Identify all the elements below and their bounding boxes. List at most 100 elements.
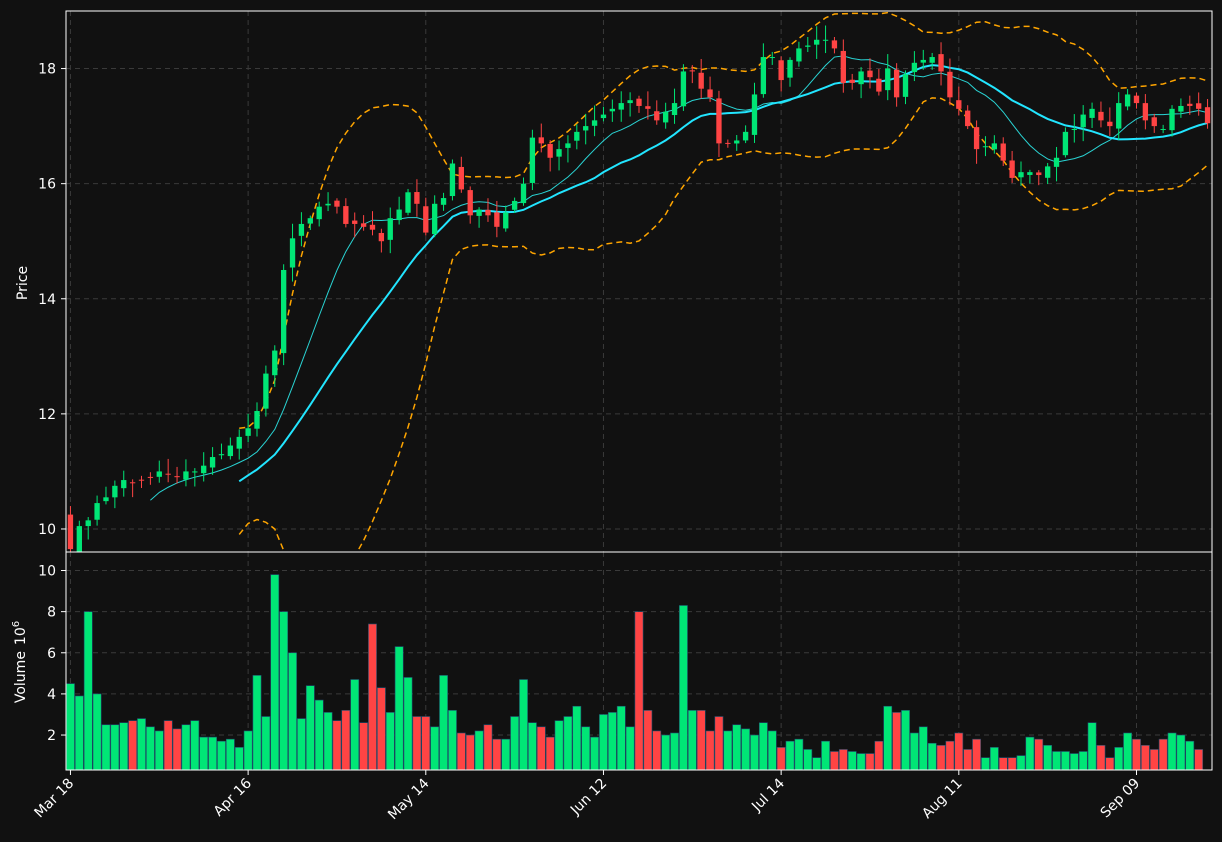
- volume-bar: [741, 728, 750, 771]
- candle-body: [1036, 172, 1042, 176]
- candle-body: [316, 206, 322, 220]
- volume-bar: [341, 710, 351, 771]
- candle: [840, 39, 846, 93]
- candle-body: [485, 209, 491, 216]
- volume-bar: [714, 716, 724, 771]
- candle: [1062, 127, 1069, 158]
- candle-body: [1018, 172, 1024, 178]
- candle: [805, 36, 811, 53]
- candle: [858, 67, 864, 99]
- candle-body: [982, 146, 989, 148]
- price-y-tick-label: 12: [38, 407, 56, 423]
- candle-body: [254, 410, 260, 429]
- candle-body: [476, 209, 482, 216]
- moving-averages: [150, 55, 1208, 501]
- candle: [867, 58, 873, 89]
- candle-body: [538, 137, 544, 144]
- volume-bars: [66, 574, 1204, 771]
- volume-bar: [661, 734, 671, 771]
- candle-body: [1133, 95, 1140, 104]
- candles: [67, 25, 1211, 552]
- candle-body: [769, 57, 775, 59]
- candle: [138, 475, 145, 488]
- volume-bar: [1052, 751, 1061, 771]
- candle: [769, 51, 775, 65]
- volume-bar: [385, 712, 395, 771]
- volume-bar: [945, 740, 955, 771]
- volume-bar: [181, 724, 191, 771]
- candle-body: [396, 209, 402, 221]
- candle: [396, 196, 402, 225]
- candle: [725, 139, 731, 148]
- candle: [849, 73, 855, 90]
- candle-body: [334, 200, 340, 207]
- candle: [369, 211, 376, 236]
- candle-body: [849, 79, 855, 83]
- candle-body: [911, 62, 918, 73]
- candle: [520, 177, 527, 206]
- volume-bar: [865, 753, 875, 771]
- volume-bar: [1016, 755, 1026, 771]
- candle: [1178, 98, 1184, 118]
- candle: [227, 437, 234, 460]
- volume-bar: [803, 749, 813, 771]
- candle: [334, 198, 340, 214]
- candle: [1151, 113, 1157, 133]
- candle-body: [343, 206, 349, 224]
- candle: [183, 459, 189, 487]
- volume-bar: [92, 693, 102, 771]
- candle-body: [734, 140, 740, 144]
- volume-bar: [750, 734, 759, 771]
- volume-bar: [794, 738, 804, 771]
- volume-bar: [83, 611, 93, 771]
- volume-bar: [323, 712, 333, 771]
- candle-body: [1116, 103, 1122, 129]
- volume-bar: [1007, 757, 1017, 771]
- candle: [378, 228, 385, 253]
- candle: [387, 207, 393, 254]
- candle: [352, 212, 358, 238]
- candle: [938, 42, 944, 86]
- candle: [1124, 89, 1131, 111]
- volume-bar: [634, 611, 644, 771]
- volume-y-tick-label: 6: [47, 646, 56, 662]
- volume-bar: [217, 740, 226, 771]
- candle: [1133, 92, 1140, 109]
- candle-body: [751, 94, 758, 135]
- volume-bar: [963, 749, 973, 771]
- candle-body: [1187, 103, 1193, 106]
- candle: [716, 90, 722, 157]
- volume-bar: [536, 726, 546, 771]
- candle-body: [432, 203, 438, 235]
- candle-body: [920, 59, 926, 63]
- volume-bar: [332, 720, 342, 771]
- candle: [973, 120, 980, 164]
- candle-body: [289, 238, 296, 268]
- volume-bar: [510, 716, 520, 771]
- candle: [982, 136, 989, 157]
- candle-body: [503, 212, 509, 229]
- volume-bar: [1132, 738, 1141, 771]
- candle-body: [103, 497, 109, 502]
- candle: [1009, 150, 1015, 183]
- candle-body: [1071, 128, 1077, 130]
- volume-bar: [154, 730, 164, 771]
- volume-bar: [74, 695, 84, 771]
- volume-bar: [758, 722, 768, 771]
- candle-body: [280, 269, 287, 354]
- candle-body: [618, 103, 624, 110]
- candle: [965, 105, 971, 130]
- candle-body: [725, 142, 731, 144]
- volume-axis-label: Volume106: [11, 621, 29, 703]
- volume-bar: [172, 728, 182, 771]
- candle: [1071, 114, 1077, 143]
- candle-body: [840, 50, 846, 83]
- candle-body: [1151, 117, 1157, 127]
- volume-bar: [599, 714, 608, 771]
- candle-body: [876, 78, 882, 92]
- volume-bar: [856, 753, 866, 771]
- candle: [174, 466, 180, 484]
- candle-body: [556, 149, 562, 157]
- candle: [494, 200, 500, 238]
- candle-body: [680, 71, 687, 107]
